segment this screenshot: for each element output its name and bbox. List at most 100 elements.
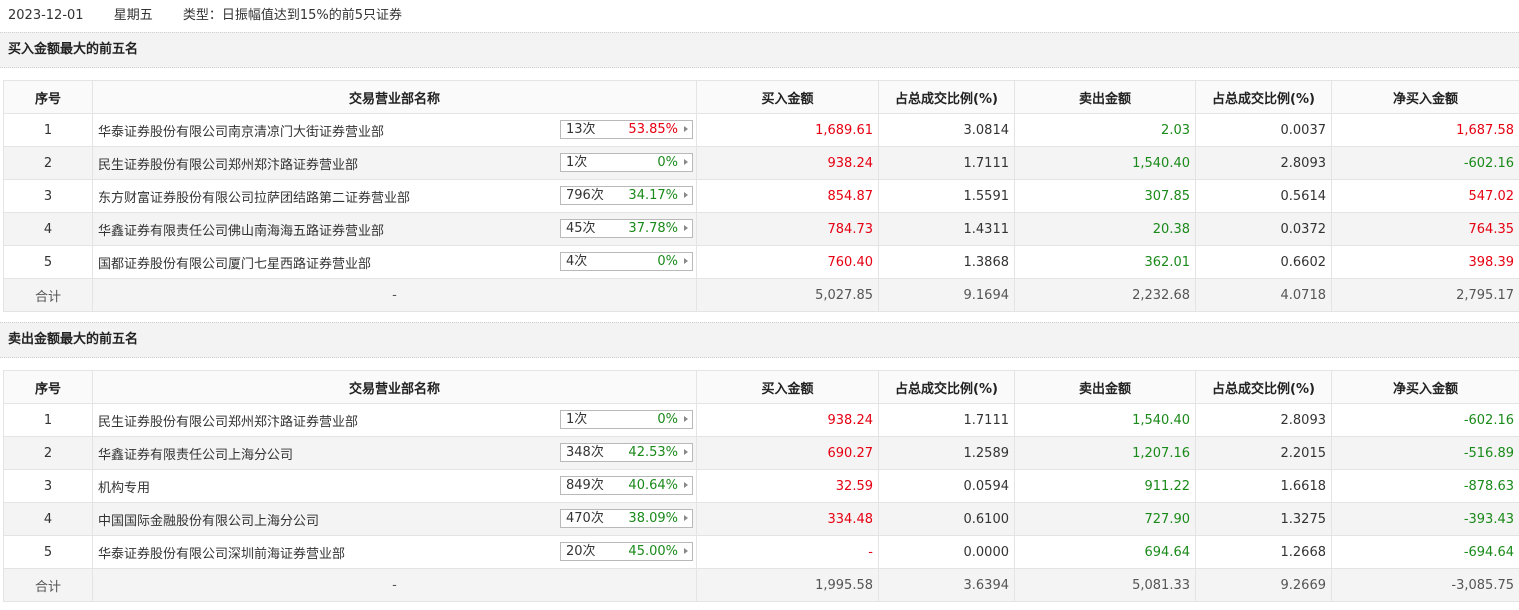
col-header-buy: 买入金额 — [696, 80, 879, 114]
total-sell-amount: 5,081.33 — [1014, 568, 1196, 602]
total-sell-ratio: 4.0718 — [1195, 278, 1332, 312]
success-rate: 0% — [657, 254, 678, 269]
caret-right-icon — [684, 225, 688, 231]
broker-stats-button[interactable]: 13次 53.85% — [560, 120, 693, 139]
total-row: 合计 -5,027.85 9.1694 2,232.68 4.0718 2,795.17 — [3, 278, 1519, 312]
table-row: 1 民生证券股份有限公司郑州郑汴路证券营业部 1次 0% 938.24 1.7111 1,5… — [3, 403, 1519, 437]
row-number: 1 — [3, 113, 93, 147]
col-header-sell-pct: 占总成交比例(%) — [1195, 370, 1332, 404]
sell-amount: 307.85 — [1014, 179, 1196, 213]
success-rate: 34.17% — [628, 188, 678, 203]
broker-name-cell: 机构专用 849次 40.64% — [92, 469, 697, 503]
row-number: 3 — [3, 179, 93, 213]
buy-ratio: 3.0814 — [878, 113, 1015, 147]
row-number: 5 — [3, 535, 93, 569]
buy-amount: 690.27 — [696, 436, 879, 470]
appearance-count: 13次 — [566, 122, 596, 137]
broker-name: 华鑫证券有限责任公司上海分公司 — [98, 447, 294, 463]
sell-ratio: 0.5614 — [1195, 179, 1332, 213]
net-buy-amount: -878.63 — [1331, 469, 1519, 503]
buy-ratio: 0.0000 — [878, 535, 1015, 569]
row-number: 2 — [3, 146, 93, 180]
net-buy-amount: 1,687.58 — [1331, 113, 1519, 147]
broker-name: 民生证券股份有限公司郑州郑汴路证券营业部 — [98, 157, 359, 173]
sell-ratio: 1.3275 — [1195, 502, 1332, 536]
buy-amount: 32.59 — [696, 469, 879, 503]
table-row: 2 民生证券股份有限公司郑州郑汴路证券营业部 1次 0% 938.24 1.7111 1,5… — [3, 146, 1519, 180]
total-sell-amount: 2,232.68 — [1014, 278, 1196, 312]
sell-amount: 911.22 — [1014, 469, 1196, 503]
col-header-sell-pct: 占总成交比例(%) — [1195, 80, 1332, 114]
buy-ratio: 0.0594 — [878, 469, 1015, 503]
appearance-count: 348次 — [566, 445, 604, 460]
total-buy-amount: 1,995.58 — [696, 568, 879, 602]
buy-ratio: 1.3868 — [878, 245, 1015, 279]
appearance-count: 1次 — [566, 412, 588, 427]
total-label: 合计 — [3, 278, 93, 312]
row-number: 4 — [3, 212, 93, 246]
total-name-placeholder: - — [92, 278, 697, 312]
total-net-buy-amount: -3,085.75 — [1331, 568, 1519, 602]
broker-stats-button[interactable]: 4次 0% — [560, 252, 693, 271]
buy-amount: 1,689.61 — [696, 113, 879, 147]
header-bar: 2023-12-01 星期五 类型：日振幅值达到15%的前5只证券 — [0, 0, 1519, 32]
buy-amount: 334.48 — [696, 502, 879, 536]
buy-ratio: 1.2589 — [878, 436, 1015, 470]
appearance-count: 4次 — [566, 254, 588, 269]
caret-right-icon — [684, 482, 688, 488]
sell-amount: 1,540.40 — [1014, 146, 1196, 180]
total-name-placeholder: - — [92, 568, 697, 602]
broker-stats-button[interactable]: 470次 38.09% — [560, 509, 693, 528]
col-header-no: 序号 — [3, 80, 93, 114]
total-sell-ratio: 9.2669 — [1195, 568, 1332, 602]
row-number: 3 — [3, 469, 93, 503]
sell-amount: 362.01 — [1014, 245, 1196, 279]
caret-right-icon — [684, 548, 688, 554]
net-buy-amount: -516.89 — [1331, 436, 1519, 470]
broker-name-cell: 民生证券股份有限公司郑州郑汴路证券营业部 1次 0% — [92, 146, 697, 180]
row-number: 2 — [3, 436, 93, 470]
col-header-buy-pct: 占总成交比例(%) — [878, 370, 1015, 404]
broker-name: 华鑫证券有限责任公司佛山南海海五路证券营业部 — [98, 223, 385, 239]
buy-ratio: 1.5591 — [878, 179, 1015, 213]
sell-top5-table: 序号 交易营业部名称 买入金额 占总成交比例(%) 卖出金额 占总成交比例(%)… — [3, 370, 1519, 602]
success-rate: 0% — [657, 155, 678, 170]
broker-stats-button[interactable]: 20次 45.00% — [560, 542, 693, 561]
total-row: 合计 -1,995.58 3.6394 5,081.33 9.2669 -3,085.75 — [3, 568, 1519, 602]
total-buy-ratio: 3.6394 — [878, 568, 1015, 602]
success-rate: 53.85% — [628, 122, 678, 137]
appearance-count: 20次 — [566, 544, 596, 559]
broker-stats-button[interactable]: 45次 37.78% — [560, 219, 693, 238]
weekday: 星期五 — [113, 8, 153, 23]
net-buy-amount: 547.02 — [1331, 179, 1519, 213]
broker-name: 华泰证券股份有限公司深圳前海证券营业部 — [98, 546, 346, 562]
total-net-buy-amount: 2,795.17 — [1331, 278, 1519, 312]
appearance-count: 470次 — [566, 511, 604, 526]
table-row: 1 华泰证券股份有限公司南京清凉门大街证券营业部 13次 53.85% 1,689.61… — [3, 113, 1519, 147]
caret-right-icon — [684, 258, 688, 264]
broker-stats-button[interactable]: 1次 0% — [560, 410, 693, 429]
net-buy-amount: -602.16 — [1331, 146, 1519, 180]
broker-stats-button[interactable]: 1次 0% — [560, 153, 693, 172]
broker-stats-button[interactable]: 849次 40.64% — [560, 476, 693, 495]
broker-stats-button[interactable]: 348次 42.53% — [560, 443, 693, 462]
total-buy-ratio: 9.1694 — [878, 278, 1015, 312]
table-row: 2 华鑫证券有限责任公司上海分公司 348次 42.53% 690.27 1.2589 1,… — [3, 436, 1519, 470]
appearance-count: 45次 — [566, 221, 596, 236]
broker-name: 华泰证券股份有限公司南京清凉门大街证券营业部 — [98, 124, 385, 140]
broker-name: 国都证券股份有限公司厦门七星西路证券营业部 — [98, 256, 372, 272]
buy-amount: - — [696, 535, 879, 569]
broker-stats-button[interactable]: 796次 34.17% — [560, 186, 693, 205]
col-header-no: 序号 — [3, 370, 93, 404]
total-label: 合计 — [3, 568, 93, 602]
row-number: 4 — [3, 502, 93, 536]
buy-ratio: 1.7111 — [878, 146, 1015, 180]
buy-ratio: 1.4311 — [878, 212, 1015, 246]
broker-name: 中国国际金融股份有限公司上海分公司 — [98, 513, 320, 529]
broker-name: 东方财富证券股份有限公司拉萨团结路第二证券营业部 — [98, 190, 411, 206]
sell-ratio: 1.6618 — [1195, 469, 1332, 503]
col-header-broker: 交易营业部名称 — [92, 370, 697, 404]
sell-ratio: 2.8093 — [1195, 403, 1332, 437]
net-buy-amount: -694.64 — [1331, 535, 1519, 569]
broker-name-cell: 民生证券股份有限公司郑州郑汴路证券营业部 1次 0% — [92, 403, 697, 437]
